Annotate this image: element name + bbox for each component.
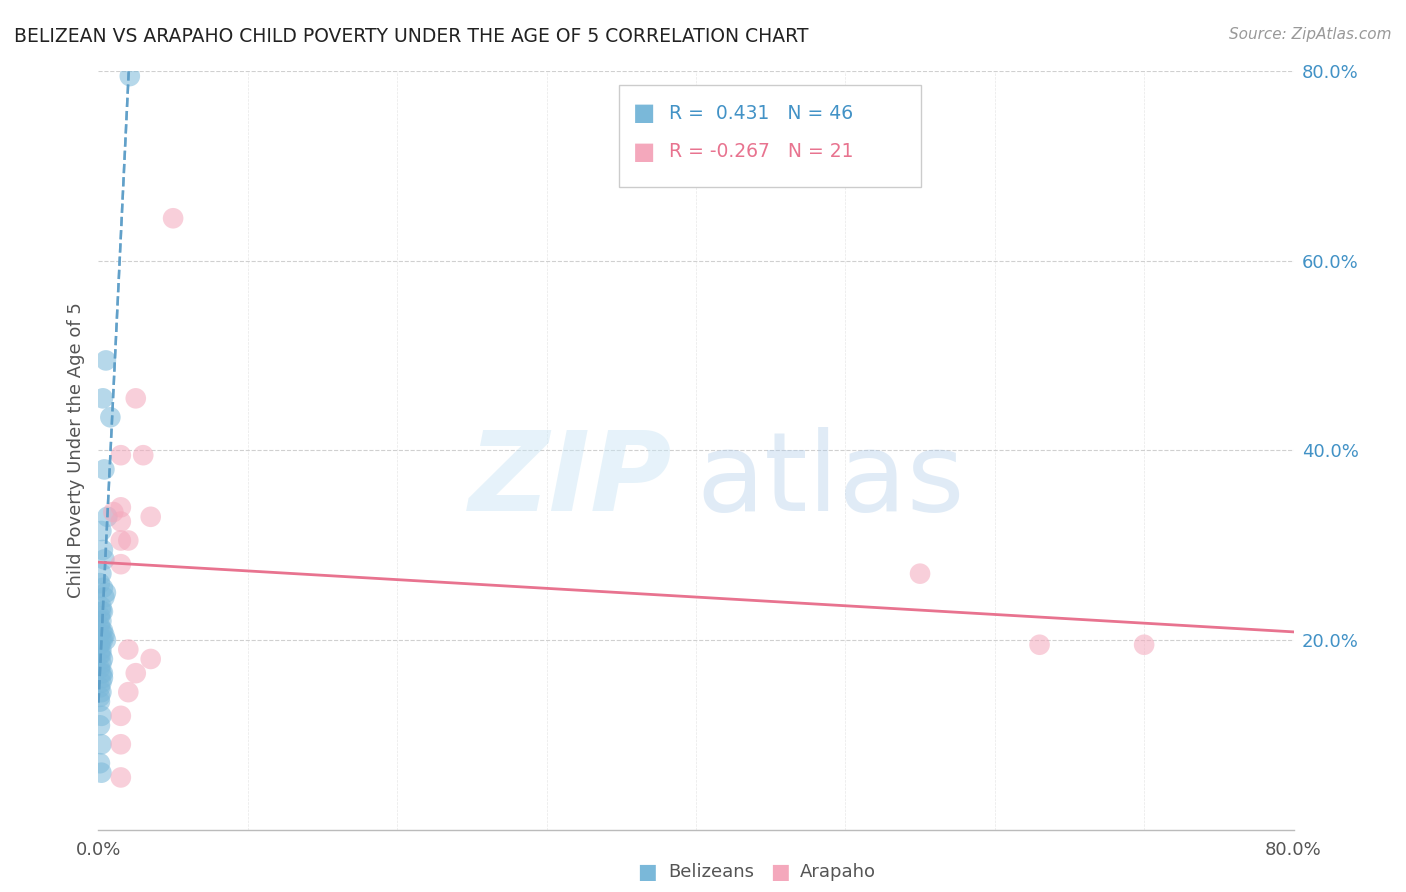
Point <box>908 566 931 581</box>
Text: Arapaho: Arapaho <box>800 863 876 881</box>
Point <box>91 671 114 685</box>
Point <box>110 557 132 572</box>
Point <box>90 614 112 628</box>
Point <box>98 410 122 425</box>
Point <box>90 642 112 657</box>
Point <box>90 599 112 614</box>
Point <box>89 576 111 591</box>
Point <box>139 652 162 666</box>
Point <box>89 638 111 652</box>
Text: ■: ■ <box>633 140 655 163</box>
Text: ■: ■ <box>637 863 657 882</box>
Text: R = -0.267   N = 21: R = -0.267 N = 21 <box>669 142 853 161</box>
Point <box>91 633 114 648</box>
Point <box>110 533 132 548</box>
Point <box>90 624 112 638</box>
Point <box>89 619 111 633</box>
Point <box>125 392 148 406</box>
Point <box>117 642 139 657</box>
Text: ■: ■ <box>770 863 790 882</box>
Point <box>89 681 111 695</box>
Point <box>90 666 112 681</box>
Point <box>1028 638 1050 652</box>
Text: atlas: atlas <box>696 427 965 534</box>
Point <box>89 609 111 624</box>
Point <box>90 633 112 648</box>
Point <box>91 666 114 681</box>
Point <box>91 624 114 638</box>
Point <box>90 685 112 699</box>
Point <box>90 708 112 723</box>
Point <box>91 392 114 406</box>
Text: Belizeans: Belizeans <box>668 863 754 881</box>
Point <box>91 605 114 619</box>
Point <box>125 666 148 681</box>
Text: R =  0.431   N = 46: R = 0.431 N = 46 <box>669 103 853 123</box>
Point <box>110 737 132 751</box>
Text: BELIZEAN VS ARAPAHO CHILD POVERTY UNDER THE AGE OF 5 CORRELATION CHART: BELIZEAN VS ARAPAHO CHILD POVERTY UNDER … <box>14 27 808 45</box>
Point <box>89 756 111 771</box>
Point <box>93 628 115 642</box>
Point <box>90 737 112 751</box>
Point <box>89 690 111 704</box>
Point <box>132 448 155 462</box>
Point <box>94 585 117 599</box>
Point <box>91 652 114 666</box>
Point <box>110 448 132 462</box>
Point <box>91 543 114 558</box>
Point <box>1133 638 1156 652</box>
Point <box>94 353 117 368</box>
Point <box>117 533 139 548</box>
Point <box>90 524 112 538</box>
Point <box>90 566 112 581</box>
Point <box>90 605 112 619</box>
Point <box>90 647 112 661</box>
Point <box>162 211 184 226</box>
Point <box>110 500 132 515</box>
Point <box>91 581 114 595</box>
Y-axis label: Child Poverty Under the Age of 5: Child Poverty Under the Age of 5 <box>66 302 84 599</box>
Point <box>94 633 117 648</box>
Point <box>118 69 141 83</box>
Point <box>93 591 115 605</box>
Point <box>103 505 125 519</box>
Text: Source: ZipAtlas.com: Source: ZipAtlas.com <box>1229 27 1392 42</box>
Point <box>93 552 115 566</box>
Point <box>90 657 112 671</box>
Point <box>117 685 139 699</box>
Point <box>110 771 132 785</box>
Point <box>110 708 132 723</box>
Point <box>139 509 162 524</box>
Point <box>89 661 111 675</box>
Point <box>93 462 115 476</box>
Point <box>89 647 111 661</box>
Text: ZIP: ZIP <box>468 427 672 534</box>
Point <box>90 675 112 690</box>
Point <box>90 765 112 780</box>
Point <box>110 515 132 529</box>
Point <box>89 695 111 709</box>
Point <box>89 718 111 732</box>
Point <box>96 509 118 524</box>
Text: ■: ■ <box>633 102 655 125</box>
